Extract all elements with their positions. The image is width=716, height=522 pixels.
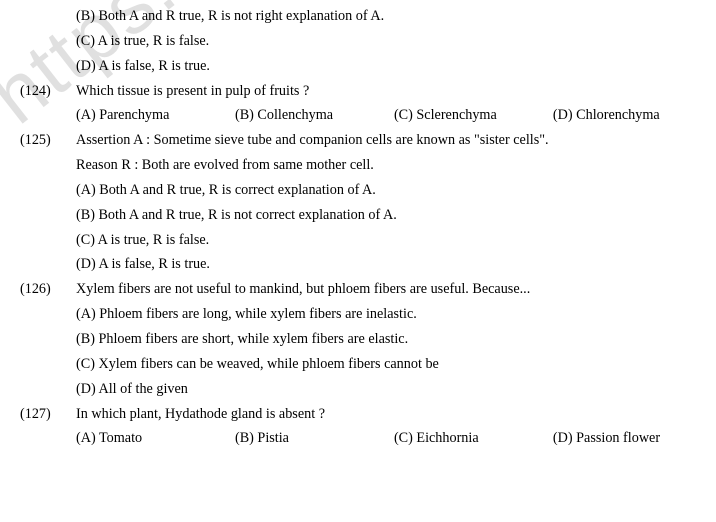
- option-d: (D) Chlorenchyma: [553, 103, 696, 128]
- option-c: (C) Xylem fibers can be weaved, while ph…: [20, 352, 696, 377]
- question-124-options: (A) Parenchyma (B) Collenchyma (C) Scler…: [20, 103, 696, 128]
- leading-option-c: (C) A is true, R is false.: [20, 29, 696, 54]
- leading-option-d: (D) A is false, R is true.: [20, 54, 696, 79]
- assertion-text: Assertion A : Sometime sieve tube and co…: [76, 128, 696, 153]
- question-number: (126): [20, 277, 76, 302]
- option-c: (C) Sclerenchyma: [394, 103, 553, 128]
- option-b: (B) Pistia: [235, 426, 394, 451]
- option-b: (B) Both A and R true, R is not correct …: [20, 203, 696, 228]
- question-125: (125) Assertion A : Sometime sieve tube …: [20, 128, 696, 153]
- question-number: (125): [20, 128, 76, 153]
- option-a: (A) Both A and R true, R is correct expl…: [20, 178, 696, 203]
- option-c: (C) Eichhornia: [394, 426, 553, 451]
- question-text: Which tissue is present in pulp of fruit…: [76, 79, 696, 104]
- option-b: (B) Collenchyma: [235, 103, 394, 128]
- option-a: (A) Phloem fibers are long, while xylem …: [20, 302, 696, 327]
- leading-option-b: (B) Both A and R true, R is not right ex…: [20, 4, 696, 29]
- question-124: (124) Which tissue is present in pulp of…: [20, 79, 696, 104]
- question-number: (124): [20, 79, 76, 104]
- option-d: (D) Passion flower: [553, 426, 696, 451]
- option-b: (B) Phloem fibers are short, while xylem…: [20, 327, 696, 352]
- question-text: In which plant, Hydathode gland is absen…: [76, 402, 696, 427]
- option-a: (A) Parenchyma: [76, 103, 235, 128]
- option-a: (A) Tomato: [76, 426, 235, 451]
- question-page: (B) Both A and R true, R is not right ex…: [0, 0, 716, 461]
- option-c: (C) A is true, R is false.: [20, 228, 696, 253]
- reason-text: Reason R : Both are evolved from same mo…: [20, 153, 696, 178]
- question-127-options: (A) Tomato (B) Pistia (C) Eichhornia (D)…: [20, 426, 696, 451]
- option-d: (D) A is false, R is true.: [20, 252, 696, 277]
- question-127: (127) In which plant, Hydathode gland is…: [20, 402, 696, 427]
- question-text: Xylem fibers are not useful to mankind, …: [76, 277, 696, 302]
- question-number: (127): [20, 402, 76, 427]
- option-d: (D) All of the given: [20, 377, 696, 402]
- question-126: (126) Xylem fibers are not useful to man…: [20, 277, 696, 302]
